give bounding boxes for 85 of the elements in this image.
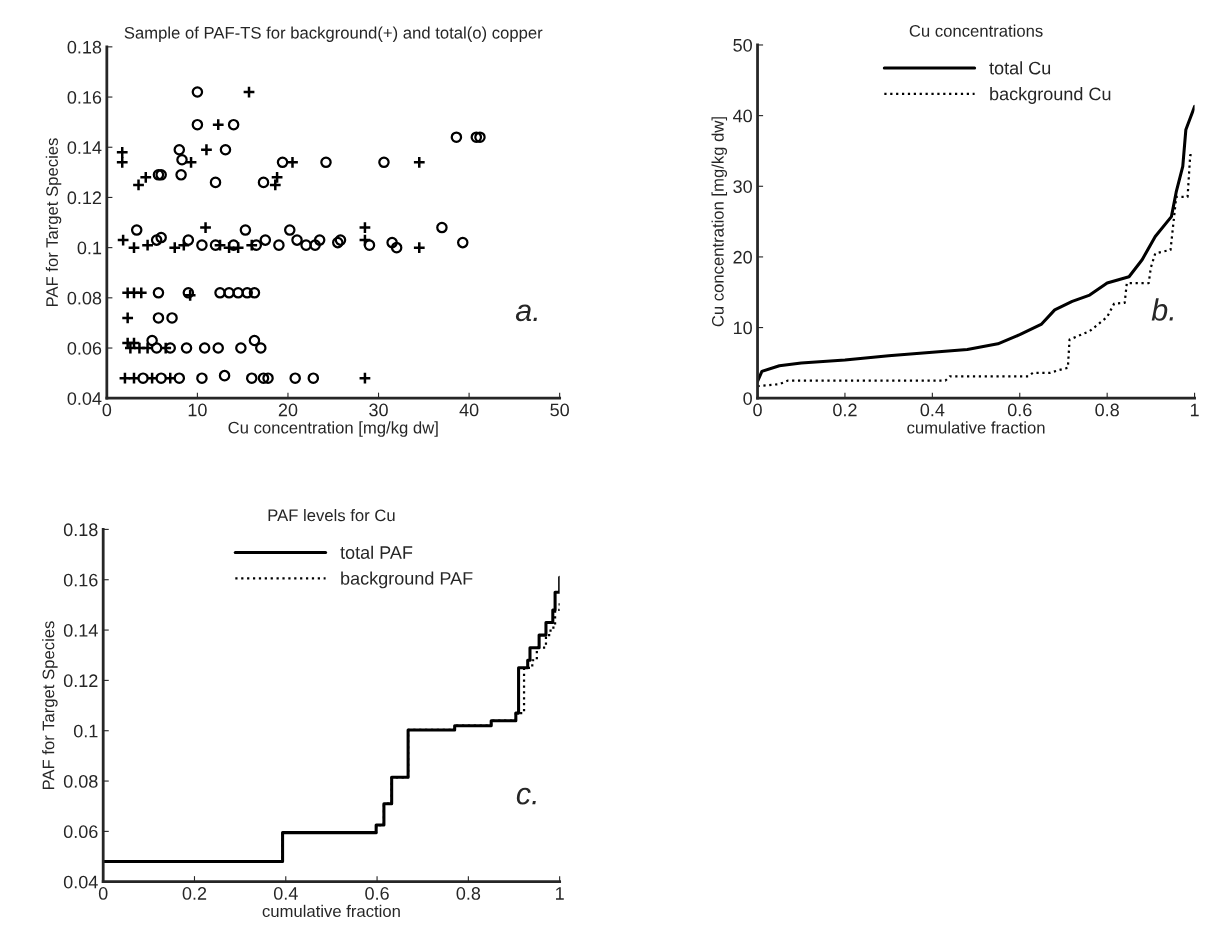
y-tick-label: 0.06	[67, 341, 102, 355]
x-tick-label: 0	[753, 403, 762, 417]
point	[145, 371, 159, 385]
x-tick-label: 0.8	[1095, 403, 1119, 417]
point	[134, 286, 148, 300]
point	[242, 85, 256, 99]
y-tick-label: 0.16	[67, 90, 102, 104]
point	[231, 241, 245, 255]
point	[140, 238, 155, 252]
point	[213, 238, 227, 252]
y-tick-label: 0.08	[63, 774, 98, 788]
x-axis-title: cumulative fraction	[262, 904, 400, 918]
point	[177, 238, 191, 252]
point	[184, 155, 198, 169]
y-tick-label: 0.18	[63, 523, 98, 537]
y-tick-label: 20	[733, 250, 752, 264]
point	[168, 241, 182, 255]
point	[412, 155, 426, 169]
y-tick-label: 50	[733, 38, 752, 52]
y-tick-label: 0.18	[67, 40, 102, 54]
x-tick-label: 0.6	[365, 887, 389, 900]
legend-label: background Cu	[990, 87, 1111, 104]
y-tick-label: 0.1	[77, 241, 102, 255]
x-tick-label: 0.6	[1007, 403, 1032, 417]
chart-title: Sample of PAF-TS for background(+) and total(o) copper	[124, 26, 543, 42]
point	[199, 143, 214, 157]
annotation: b.	[1151, 298, 1173, 321]
y-tick-label: 0.08	[67, 291, 102, 305]
point	[358, 233, 372, 247]
y-tick-label: 0.04	[67, 392, 102, 405]
point	[115, 155, 129, 169]
point	[115, 145, 129, 159]
y-tick-label: 0.06	[63, 825, 98, 839]
y-axis-title: PAF for Target Species	[42, 621, 58, 790]
x-tick-label: 0.8	[456, 887, 481, 900]
x-tick-label: 1	[556, 887, 564, 900]
x-axis-title: Cu concentration [mg/kg dw]	[228, 421, 438, 437]
point	[159, 341, 173, 355]
point	[222, 241, 236, 255]
x-tick-label: 0	[102, 403, 112, 417]
point	[127, 241, 141, 255]
line-series	[757, 104, 1195, 383]
y-tick-label: 0.12	[63, 674, 98, 688]
point	[121, 311, 135, 325]
y-tick-label: 30	[733, 180, 752, 193]
x-axis-title: cumulative fraction	[907, 421, 1045, 434]
x-tick-label: 0.4	[273, 887, 298, 900]
point	[198, 220, 213, 235]
point	[116, 233, 130, 247]
y-tick-label: 0	[743, 392, 752, 405]
point	[127, 371, 141, 385]
legend-label: background PAF	[341, 571, 473, 589]
point	[118, 371, 132, 385]
x-tick-label: 0.2	[833, 403, 857, 417]
point	[412, 241, 426, 255]
point	[211, 118, 225, 132]
y-tick-label: 40	[733, 109, 752, 123]
x-tick-label: 20	[278, 403, 298, 417]
legend-label: total PAF	[340, 545, 413, 559]
y-tick-label: 0.1	[73, 724, 98, 738]
annotation: c.	[516, 787, 536, 805]
point	[183, 288, 197, 302]
point	[358, 220, 372, 235]
x-tick-label: 50	[550, 403, 569, 417]
x-tick-label: 1	[1190, 403, 1199, 417]
y-tick-label: 0.12	[67, 191, 102, 205]
chart-title: PAF levels for Cu	[268, 508, 395, 522]
y-tick-label: 0.04	[63, 875, 98, 889]
point	[163, 371, 177, 385]
annotation: a.	[515, 304, 537, 322]
y-tick-label: 0.14	[67, 141, 102, 154]
y-tick-label: 0.14	[63, 624, 98, 637]
x-tick-label: 0.4	[920, 403, 945, 417]
x-tick-label: 40	[459, 403, 479, 417]
y-tick-label: 10	[733, 321, 752, 335]
y-axis-title: Cu concentration [mg/kg dw]	[711, 117, 728, 327]
chart-title: Cu concentrations	[909, 24, 1043, 37]
y-tick-label: 0.16	[63, 573, 98, 587]
point	[245, 238, 259, 252]
x-tick-label: 30	[369, 403, 388, 417]
x-tick-label: 10	[188, 403, 207, 417]
x-tick-label: 0.2	[182, 887, 207, 900]
y-axis-title: PAF for Target Species	[45, 138, 62, 307]
point	[358, 371, 372, 385]
legend-label: total Cu	[989, 61, 1051, 75]
